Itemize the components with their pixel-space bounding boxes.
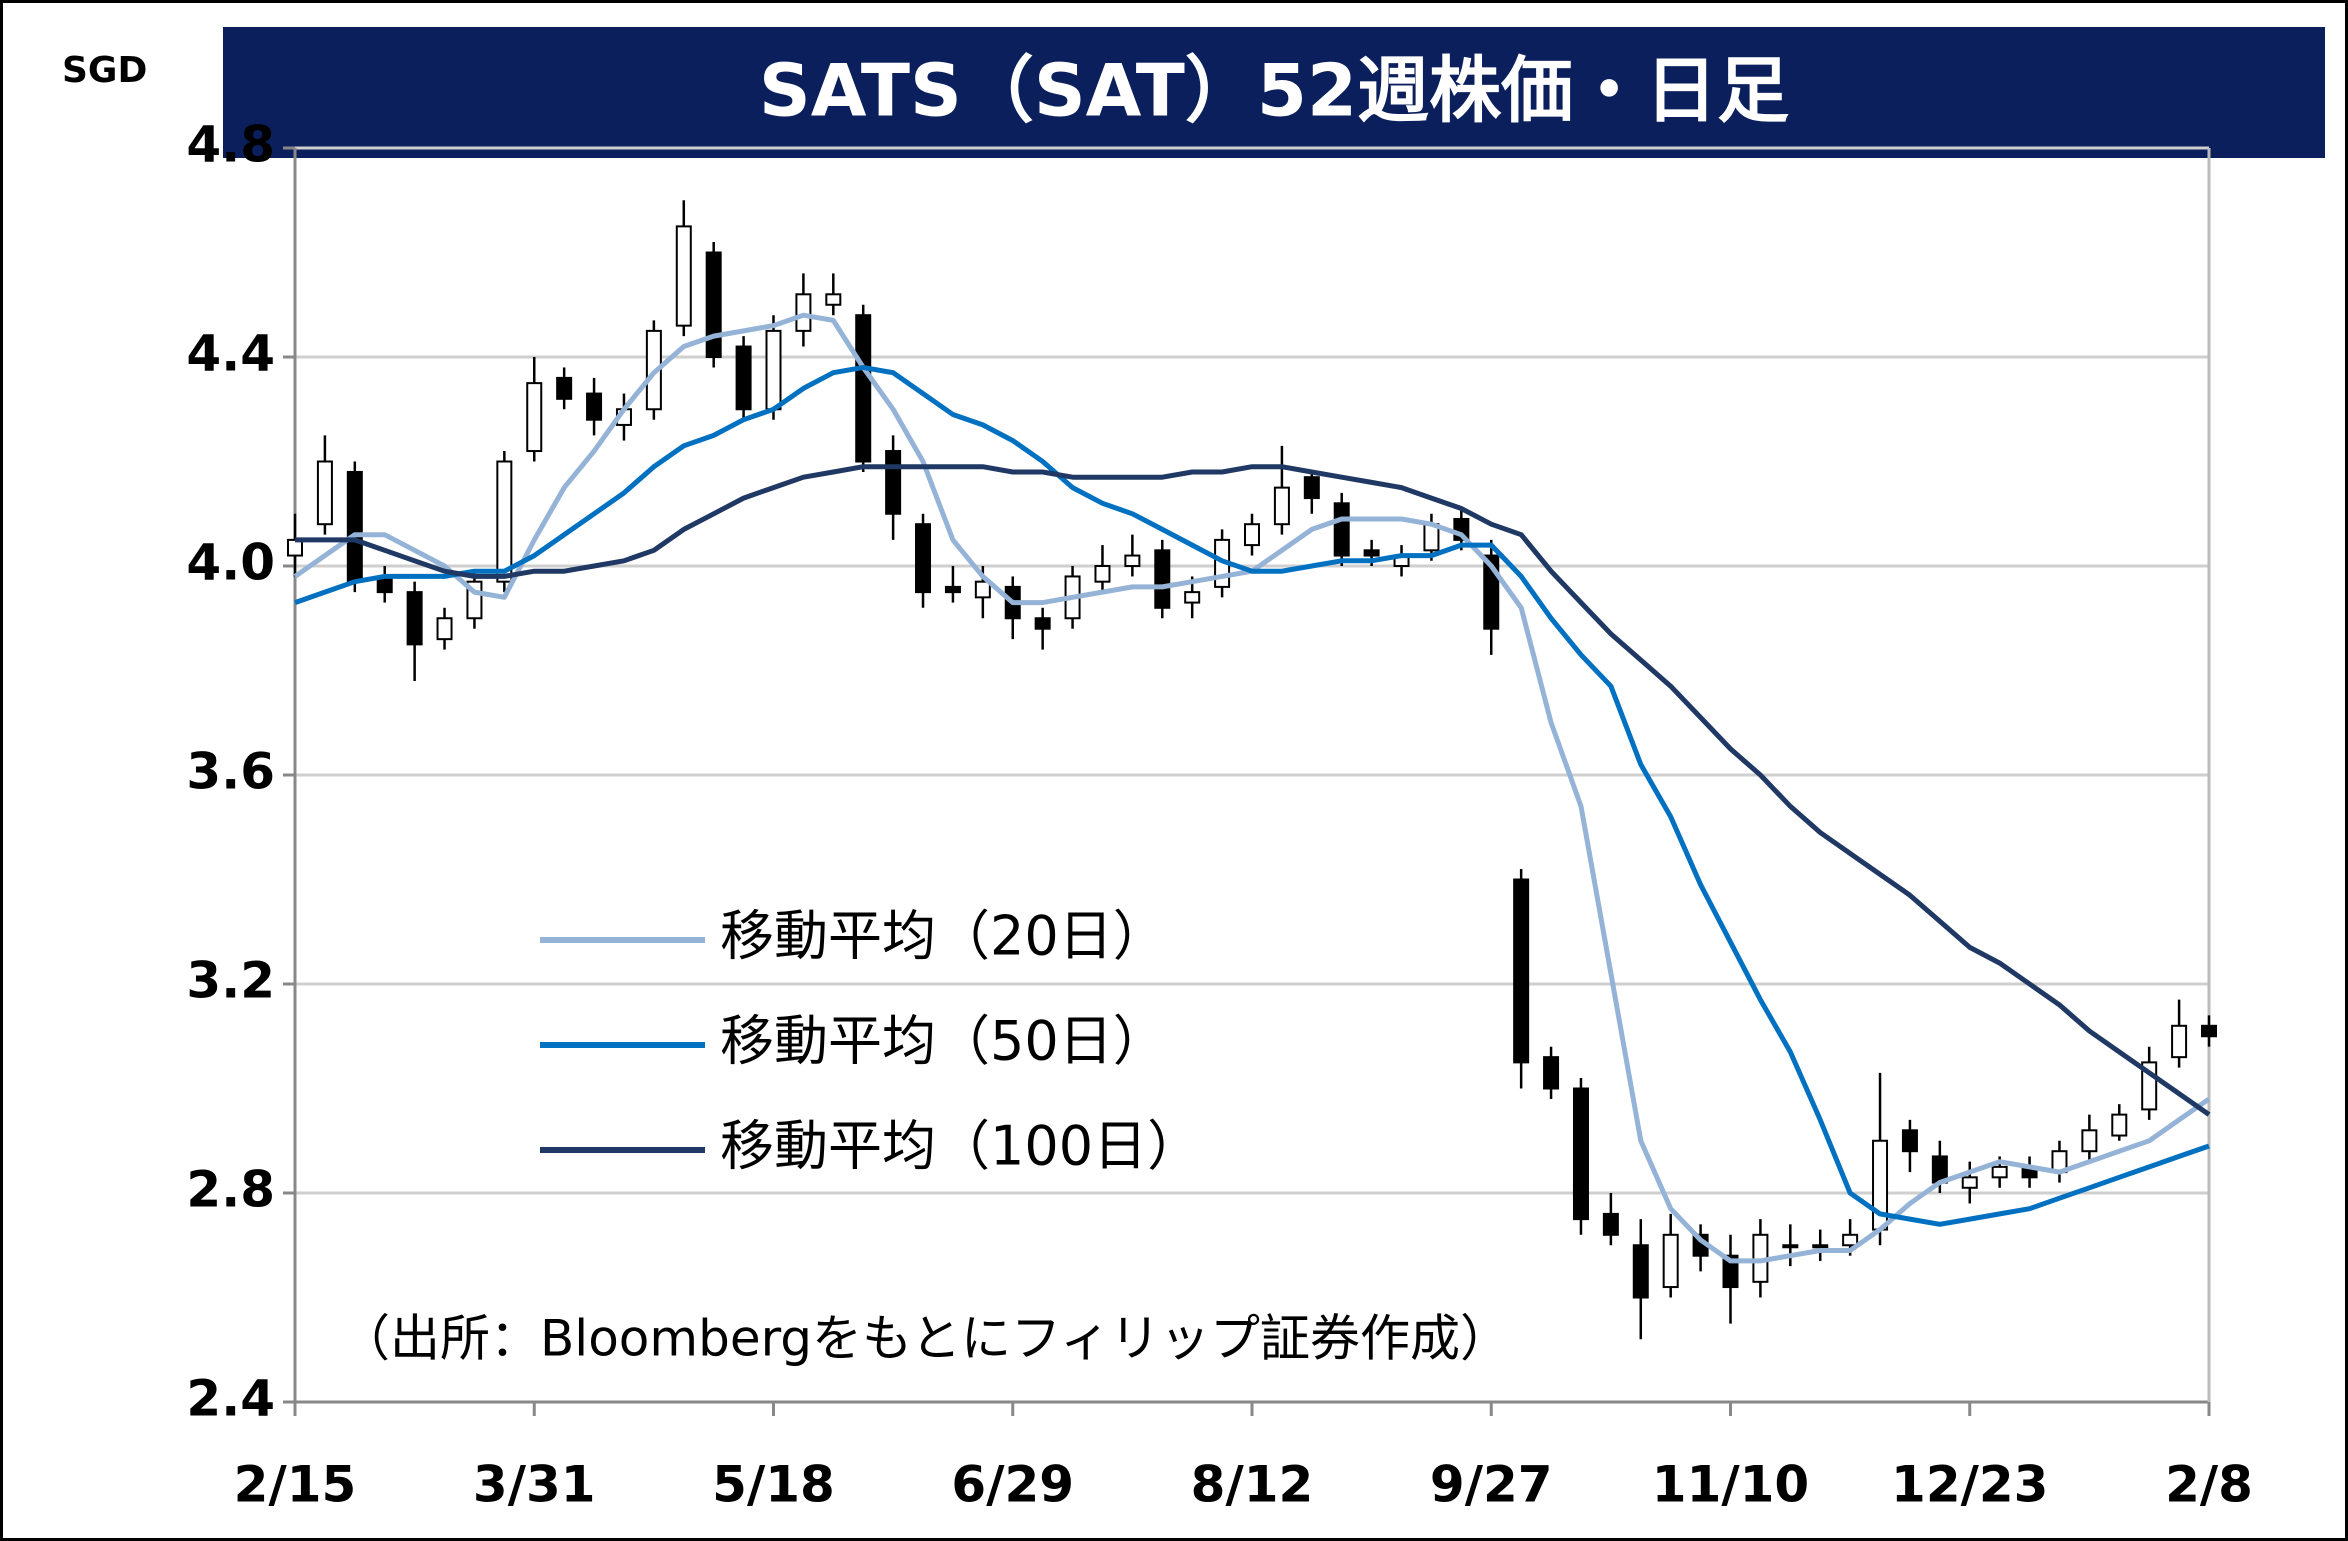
candle-body <box>2171 1024 2188 1059</box>
x-tick-label: 11/10 <box>1652 1456 1809 1514</box>
ma-line <box>294 364 2210 1227</box>
x-tick-label: 6/29 <box>951 1456 1074 1514</box>
candle-body <box>1244 523 1260 547</box>
x-tick-label: 8/12 <box>1191 1456 1314 1514</box>
x-tick-label: 12/23 <box>1891 1456 2048 1514</box>
candle-body <box>915 523 932 594</box>
candle-body <box>1722 1254 1739 1289</box>
candle-body <box>795 293 812 332</box>
y-tick-label: 4.8 <box>186 116 275 174</box>
chart-title: SATS（SAT）52週株価・日足 <box>759 49 1789 133</box>
candle-body <box>1602 1212 1619 1236</box>
candle-body <box>1124 554 1141 567</box>
candle-body <box>586 392 603 421</box>
candle-body <box>1991 1165 2008 1179</box>
x-tick-label: 5/18 <box>712 1456 835 1514</box>
candle-body <box>1812 1244 1829 1249</box>
y-tick-label: 3.2 <box>186 952 275 1010</box>
candle-body <box>1632 1244 1649 1299</box>
candle-body <box>496 460 513 583</box>
legend-label: 移動平均（50日） <box>720 1010 1167 1073</box>
x-tick-label: 3/31 <box>473 1456 596 1514</box>
candle-body <box>316 460 333 526</box>
candle-body <box>855 314 872 463</box>
candle-body <box>406 591 423 646</box>
candle-body <box>1333 502 1350 557</box>
candle-body <box>2111 1113 2128 1137</box>
candle-body <box>526 382 543 453</box>
candle-body <box>1303 476 1320 500</box>
y-tick-label: 4.4 <box>186 325 275 383</box>
candle-body <box>1094 565 1111 583</box>
title-banner <box>223 27 2325 158</box>
candle-body <box>675 225 692 327</box>
y-tick-label: 4.0 <box>186 534 275 592</box>
candle-body <box>1513 878 1530 1064</box>
candle-body <box>765 329 782 411</box>
x-tick-label: 2/8 <box>2165 1456 2253 1514</box>
candle-body <box>556 376 573 400</box>
candle-body <box>1572 1087 1589 1221</box>
candle-body <box>1782 1244 1799 1249</box>
y-tick-label: 2.4 <box>186 1370 275 1428</box>
candle-body <box>735 345 752 411</box>
legend-label: 移動平均（20日） <box>720 905 1167 968</box>
candle-body <box>974 580 991 599</box>
ma-line <box>295 464 2211 1117</box>
candle-body <box>346 470 363 583</box>
legend-label: 移動平均（100日） <box>720 1115 1201 1178</box>
candle-body <box>1901 1129 1918 1153</box>
candle-body <box>1363 549 1380 557</box>
candle-body <box>1842 1233 1859 1247</box>
candle-body <box>825 293 842 306</box>
y-unit: SGD <box>62 50 147 91</box>
candle-body <box>1961 1176 1978 1189</box>
candle-body <box>436 617 453 641</box>
candle-body <box>885 450 902 515</box>
candle-body <box>1184 591 1201 604</box>
x-tick-label: 9/27 <box>1430 1456 1553 1514</box>
y-tick-label: 3.6 <box>186 743 275 801</box>
candle-body <box>944 585 961 594</box>
x-tick-label: 2/15 <box>234 1456 357 1514</box>
candle-body <box>1034 617 1051 630</box>
y-tick-label: 2.8 <box>186 1161 275 1219</box>
candle-body <box>1662 1233 1679 1289</box>
candle-body <box>1543 1056 1560 1090</box>
candle-body <box>705 251 722 358</box>
source-note: （出所：Bloombergをもとにフィリップ証券作成） <box>340 1310 1510 1368</box>
candle-body <box>2081 1129 2098 1153</box>
candle-body <box>1273 486 1290 526</box>
candle-body <box>2201 1024 2217 1038</box>
candle-body <box>1154 549 1171 609</box>
